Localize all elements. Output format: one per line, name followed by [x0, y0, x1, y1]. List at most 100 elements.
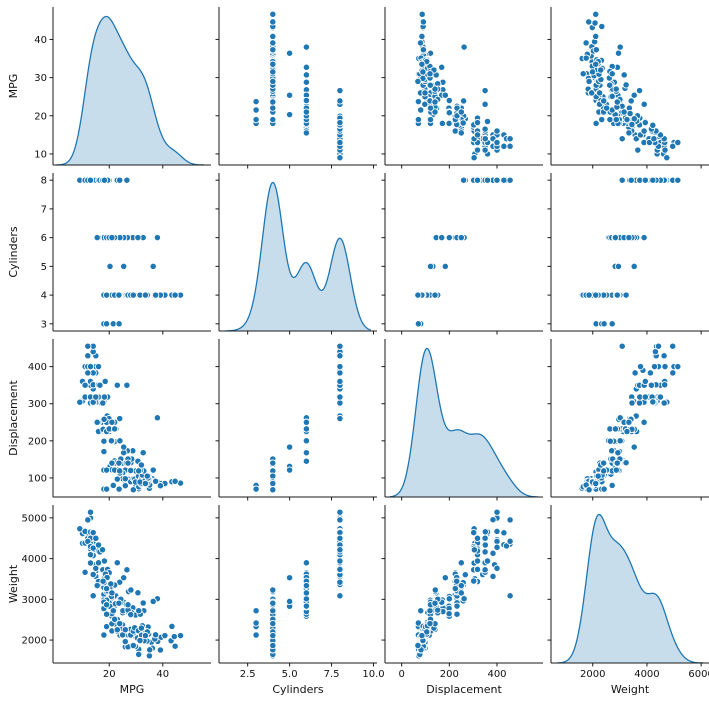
data-point [252, 485, 260, 493]
data-point [623, 115, 631, 124]
data-point [623, 427, 631, 436]
data-point [600, 97, 608, 105]
data-point [669, 142, 677, 150]
plot-data-layer [556, 513, 704, 664]
data-point [481, 100, 489, 108]
data-point [426, 81, 434, 89]
data-point [336, 393, 344, 401]
data-point [473, 557, 482, 565]
data-point [592, 119, 600, 128]
data-point [106, 262, 114, 271]
data-point [627, 176, 635, 184]
y-tick-label: 100 [28, 473, 47, 484]
data-point [426, 70, 434, 78]
data-point [285, 466, 294, 474]
data-point [269, 18, 277, 26]
x-tick-label: 0 [398, 669, 404, 680]
data-point [663, 154, 671, 162]
data-point [336, 565, 344, 574]
data-point [269, 32, 277, 41]
plot-data-layer [76, 176, 185, 328]
plot-data-layer [414, 176, 514, 328]
data-point [613, 459, 621, 467]
data-point [101, 377, 109, 386]
data-point [285, 49, 294, 57]
data-point [109, 607, 117, 615]
data-point [302, 418, 311, 426]
data-point [135, 607, 143, 615]
data-point [426, 619, 434, 628]
data-point [336, 97, 344, 105]
data-point [500, 529, 508, 537]
data-point [84, 516, 92, 524]
data-point [302, 71, 311, 79]
plot-data-layer [578, 176, 682, 328]
data-point [302, 457, 311, 465]
data-point [625, 129, 633, 137]
x-tick-label: 5.0 [282, 669, 298, 680]
data-point [302, 63, 311, 71]
data-point [89, 570, 97, 579]
kde-fill-mpg [56, 16, 204, 166]
data-point [598, 22, 606, 31]
data-point [302, 602, 311, 610]
data-point [506, 142, 514, 150]
data-point [161, 631, 169, 640]
data-point [285, 574, 294, 582]
data-point [336, 352, 344, 360]
x-axis-label-displacement: Displacement [426, 683, 502, 696]
data-point [252, 619, 260, 627]
data-point [506, 537, 514, 545]
data-point [149, 466, 157, 474]
data-point [635, 86, 644, 95]
data-point [115, 320, 123, 328]
data-point [107, 437, 116, 445]
data-point [419, 18, 428, 26]
data-point [611, 233, 620, 242]
data-point [252, 631, 260, 639]
data-point [473, 565, 482, 574]
data-point [414, 320, 423, 328]
data-point [493, 537, 501, 546]
data-point [102, 610, 111, 618]
data-point [481, 146, 489, 154]
data-point [620, 108, 628, 116]
subplot-cylinders-vs-displacement [381, 173, 543, 335]
data-point [98, 546, 107, 554]
data-point [100, 437, 108, 445]
data-point [459, 97, 468, 105]
data-point [124, 601, 132, 609]
data-point [336, 557, 344, 565]
data-point [100, 447, 108, 456]
data-point [431, 98, 439, 106]
y-tick-label: 7 [41, 204, 47, 215]
kde-line-displacement [389, 347, 539, 498]
data-point [302, 595, 311, 603]
data-point [481, 541, 489, 549]
data-point [618, 135, 626, 143]
data-point [153, 233, 162, 242]
data-point [625, 233, 633, 242]
data-point [110, 615, 119, 623]
data-point [634, 146, 642, 154]
data-point [620, 71, 628, 79]
data-point [336, 342, 344, 350]
data-point [86, 362, 95, 371]
data-point [108, 233, 116, 242]
data-point [438, 119, 447, 128]
data-point [612, 466, 620, 474]
data-point [156, 646, 165, 654]
data-point [661, 381, 669, 389]
data-point [618, 342, 626, 350]
data-point [252, 106, 260, 114]
data-point [592, 10, 600, 18]
data-point [136, 636, 144, 645]
data-point [481, 125, 489, 133]
data-point [102, 291, 111, 299]
data-point [302, 43, 311, 51]
data-point [102, 584, 111, 593]
data-point [489, 516, 497, 524]
data-point [627, 97, 635, 105]
data-point [651, 348, 660, 356]
data-point [459, 176, 468, 184]
